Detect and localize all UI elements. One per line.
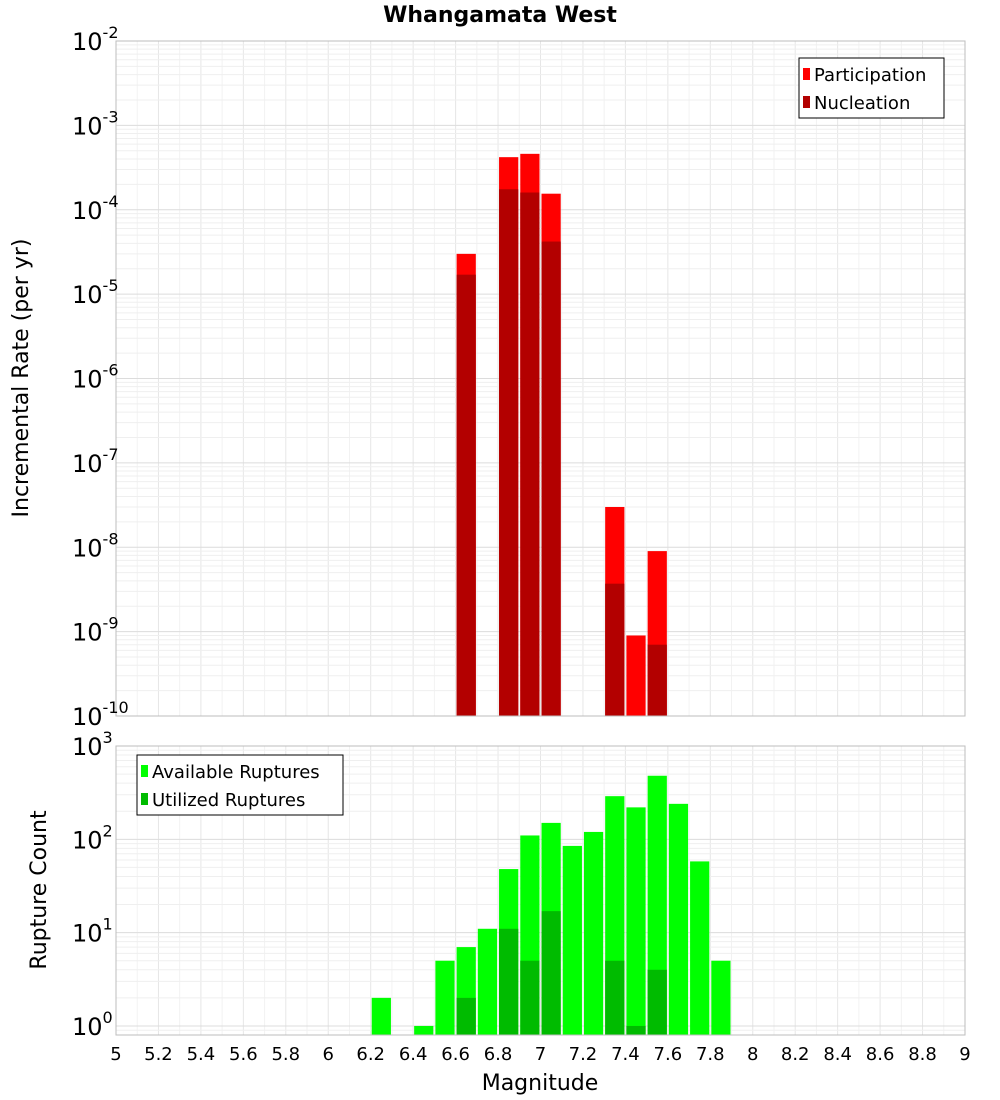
x-tick-label: 7.2 [569, 1044, 598, 1065]
available-ruptures-bar [414, 1025, 434, 1035]
y-tick-label: 10-4 [72, 192, 119, 225]
top-y-axis-label: Incremental Rate (per yr) [9, 239, 34, 518]
participation-bar [626, 635, 646, 716]
x-tick-label: 7.8 [696, 1044, 725, 1065]
utilized-ruptures-bar [499, 928, 519, 1035]
legend-box [798, 57, 945, 119]
nucleation-bar [499, 189, 519, 717]
y-tick-label: 10-10 [72, 698, 129, 731]
bottom-y-axis-label: Rupture Count [27, 810, 52, 970]
utilized-ruptures-bar [647, 969, 667, 1035]
nucleation-bar [520, 192, 540, 717]
bottom-bars [371, 775, 731, 1035]
y-tick-label: 100 [72, 1008, 113, 1041]
legend-label: Available Ruptures [152, 762, 320, 783]
x-tick-label: 5.2 [144, 1044, 173, 1065]
top-bars [456, 153, 667, 717]
x-tick-label: 7.4 [611, 1044, 640, 1065]
x-tick-label: 6.6 [441, 1044, 470, 1065]
y-tick-label: 10-2 [72, 23, 119, 56]
available-ruptures-bar [583, 831, 604, 1035]
x-tick-label: 6 [323, 1044, 334, 1065]
nucleation-bar [541, 241, 561, 717]
legend-box [136, 754, 344, 816]
x-tick-label: 9 [959, 1044, 970, 1065]
available-ruptures-bar [371, 997, 391, 1035]
y-tick-label: 10-8 [72, 529, 119, 562]
available-ruptures-bar [690, 861, 710, 1035]
utilized-ruptures-bar [520, 960, 540, 1035]
x-tick-label: 5.4 [187, 1044, 216, 1065]
y-tick-label: 102 [72, 821, 113, 854]
available-ruptures-bar [477, 928, 498, 1035]
bottom-x-ticks: 5 5.2 5.4 5.6 5.8 6 6.2 6.4 6.6 6.8 7 7.2 7.4 7.6 7.8 8… [110, 1044, 970, 1065]
nucleation-bar [605, 583, 625, 716]
available-ruptures-bar [562, 845, 582, 1035]
utilized-ruptures-bar [626, 1025, 646, 1035]
y-tick-label: 10-3 [72, 107, 119, 140]
available-ruptures-bar [668, 803, 689, 1035]
utilized-ruptures-bar [456, 997, 476, 1035]
legend-swatch [803, 96, 810, 108]
y-tick-label: 103 [72, 728, 113, 761]
x-tick-label: 6.2 [356, 1044, 385, 1065]
x-tick-label: 5 [110, 1044, 121, 1065]
x-tick-label: 7.6 [654, 1044, 683, 1065]
legend-label: Utilized Ruptures [152, 790, 305, 811]
utilized-ruptures-bar [605, 960, 625, 1035]
y-tick-label: 10-7 [72, 445, 119, 478]
y-tick-label: 10-5 [72, 276, 119, 309]
top-y-ticks: 10-10 10-9 10-8 10-7 10-6 10-5 10-4 10-3 10-2 [72, 23, 129, 731]
utilized-ruptures-bar [541, 911, 561, 1035]
y-tick-label: 10-6 [72, 361, 119, 394]
available-ruptures-bar [711, 960, 731, 1035]
top-panel: 10-10 10-9 10-8 10-7 10-6 10-5 10-4 10-3 10-2 In… [9, 23, 966, 731]
top-plot-frame [115, 40, 966, 717]
top-grid [115, 40, 966, 717]
legend-label: Nucleation [814, 93, 910, 114]
available-ruptures-bar [435, 960, 455, 1035]
legend-swatch [803, 68, 810, 80]
available-ruptures-bar [626, 807, 646, 1035]
y-tick-label: 101 [72, 915, 113, 948]
y-tick-label: 10-9 [72, 614, 119, 647]
nucleation-bar [647, 644, 667, 716]
x-tick-label: 6.8 [484, 1044, 513, 1065]
legend-swatch [141, 765, 148, 777]
x-tick-label: 8.8 [908, 1044, 937, 1065]
bottom-legend: Available Ruptures Utilized Ruptures [136, 754, 344, 816]
x-axis-label: Magnitude [482, 1071, 599, 1096]
nucleation-bar [456, 274, 476, 716]
x-tick-label: 7 [535, 1044, 546, 1065]
x-tick-label: 8.6 [866, 1044, 895, 1065]
x-tick-label: 8.4 [823, 1044, 852, 1065]
bottom-plot-frame [115, 745, 966, 1036]
x-tick-label: 6.4 [399, 1044, 428, 1065]
bottom-panel: 100 101 102 103 5 5.2 5.4 5.6 5.8 6 6.2 6.4 6.6 6.8 7… [27, 728, 971, 1096]
x-tick-label: 5.8 [271, 1044, 300, 1065]
x-tick-label: 8 [747, 1044, 758, 1065]
chart-title: Whangamata West [383, 3, 617, 28]
x-tick-label: 8.2 [781, 1044, 810, 1065]
bottom-y-ticks: 100 101 102 103 [72, 728, 113, 1041]
legend-label: Participation [814, 65, 926, 86]
x-tick-label: 5.6 [229, 1044, 258, 1065]
top-legend: Participation Nucleation [798, 57, 945, 119]
legend-swatch [141, 793, 148, 805]
